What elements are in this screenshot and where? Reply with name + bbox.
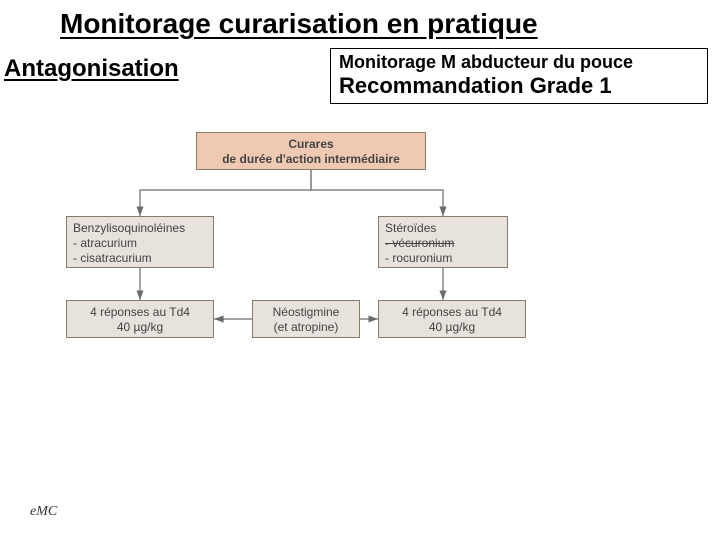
logo: eMC (30, 504, 57, 520)
edge-0 (140, 170, 311, 216)
rec-line-2: Recommandation Grade 1 (339, 73, 699, 99)
node-resp_l: 4 réponses au Td440 µg/kg (66, 300, 214, 338)
node-neo: Néostigmine(et atropine) (252, 300, 360, 338)
node-ster: Stéroïdes- vécuronium- rocuronium (378, 216, 508, 268)
node-benzyl: Benzylisoquinoléines- atracurium- cisatr… (66, 216, 214, 268)
edge-1 (311, 170, 443, 216)
left-subtitle: Antagonisation (4, 55, 179, 83)
node-top: Curaresde durée d'action intermédiaire (196, 132, 426, 170)
rec-line-1: Monitorage M abducteur du pouce (339, 52, 699, 73)
node-resp_r: 4 réponses au Td440 µg/kg (378, 300, 526, 338)
page-title: Monitorage curarisation en pratique (60, 8, 700, 40)
recommendation-box: Monitorage M abducteur du pouce Recomman… (330, 48, 708, 104)
flowchart: Curaresde durée d'action intermédiaire Be… (66, 132, 586, 392)
